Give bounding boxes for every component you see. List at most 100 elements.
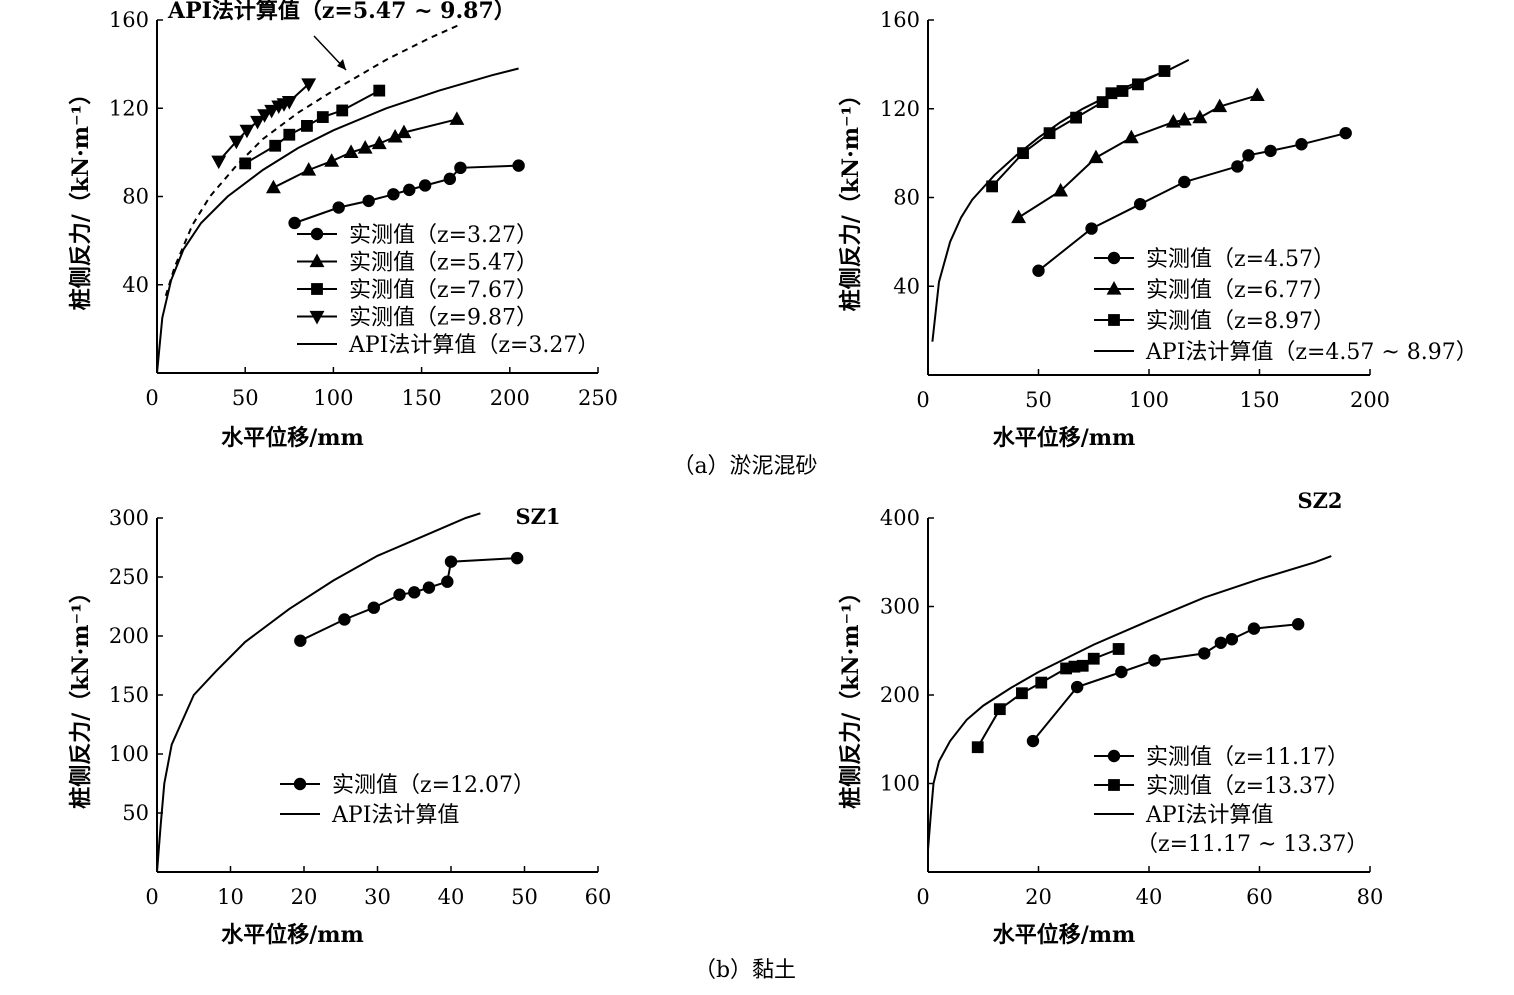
y-tick-label: 100 — [880, 772, 920, 796]
series-2 — [971, 643, 1125, 754]
series-line — [1032, 623, 1299, 742]
x-tick-label: 60 — [1246, 885, 1273, 909]
data-point — [336, 104, 349, 117]
annotation-arrowhead — [337, 59, 346, 70]
x-tick-label: 0 — [916, 388, 929, 412]
data-point — [1242, 149, 1255, 162]
legend-marker — [311, 283, 323, 295]
y-axis-label: 桩侧反力/（kN·m⁻¹） — [838, 84, 864, 312]
legend-marker — [310, 227, 324, 241]
data-point — [269, 139, 282, 152]
series-1 — [294, 551, 524, 647]
y-tick-label: 40 — [893, 274, 920, 298]
legend-label-cont: （z=11.17 ~ 13.37） — [1136, 832, 1368, 857]
y-tick-label: 160 — [880, 8, 920, 32]
legend-label: API法计算值 — [331, 803, 459, 828]
data-point — [338, 613, 351, 626]
data-point — [357, 140, 373, 154]
legend-label: 实测值（z=8.97） — [1146, 309, 1335, 334]
y-tick-label: 100 — [109, 742, 149, 766]
x-tick-label: 40 — [438, 885, 465, 909]
y-tick-label: 300 — [880, 595, 920, 619]
x-tick-label: 250 — [578, 386, 618, 410]
legend: 实测值（z=4.57） 实测值（z=6.77） 实测值（z=8.97） API法计算值… — [1094, 247, 1478, 365]
x-axis-label: 水平位移/mm — [221, 922, 364, 948]
series-2 — [1011, 87, 1265, 224]
legend-marker — [1108, 779, 1120, 791]
data-point — [343, 144, 359, 158]
legend-marker — [309, 253, 325, 268]
data-point — [1026, 734, 1040, 748]
series-2 — [265, 111, 465, 194]
data-point — [324, 153, 340, 167]
data-point — [1088, 149, 1104, 164]
chart-title: SZ2 — [1297, 488, 1342, 513]
data-point — [454, 161, 467, 175]
data-point — [239, 157, 252, 170]
y-tick-label: 150 — [109, 683, 149, 707]
data-point — [1264, 144, 1277, 158]
y-tick-label: 40 — [122, 273, 149, 297]
chart-4: 0 20 40 60 80 100 200 300 400 水平位移/mm 桩侧反力/（kN·m⁻¹… — [838, 488, 1383, 948]
y-tick-label: 200 — [880, 683, 920, 707]
legend-marker — [1106, 281, 1122, 295]
data-point — [1133, 197, 1147, 211]
data-point — [1295, 138, 1308, 151]
data-point — [283, 128, 296, 141]
data-point — [1076, 659, 1089, 672]
x-tick-label: 20 — [1025, 885, 1052, 909]
y-axis-label: 桩侧反力/（kN·m⁻¹） — [838, 581, 864, 809]
x-tick-label: 100 — [313, 386, 353, 410]
data-point — [1231, 160, 1244, 173]
y-tick-label: 120 — [880, 97, 920, 121]
legend-label: 实测值（z=7.67） — [349, 278, 538, 303]
data-point — [301, 78, 317, 92]
data-point — [373, 84, 386, 97]
data-point — [387, 188, 400, 201]
y-tick-label: 50 — [122, 801, 149, 825]
legend-marker — [293, 777, 307, 791]
data-point — [1112, 643, 1125, 655]
series-3 — [239, 84, 386, 170]
data-point — [294, 634, 307, 647]
legend-label: 实测值（z=12.07） — [332, 773, 535, 798]
data-point — [1225, 633, 1239, 646]
data-point — [1032, 264, 1045, 277]
data-point — [1035, 676, 1048, 689]
x-tick-label: 100 — [1129, 388, 1169, 412]
series-1 — [288, 159, 525, 230]
data-point — [1087, 652, 1100, 665]
x-tick-label: 80 — [1357, 885, 1384, 909]
data-point — [228, 135, 244, 150]
x-tick-label: 0 — [916, 885, 929, 909]
legend-marker — [1108, 314, 1120, 326]
y-tick-label: 250 — [109, 565, 149, 589]
data-point — [408, 586, 421, 599]
x-tick-label: 50 — [232, 386, 259, 410]
y-tick-label: 80 — [122, 185, 149, 209]
data-point — [443, 172, 457, 186]
data-point — [281, 96, 297, 110]
x-tick-label: 50 — [1025, 388, 1052, 412]
series-4 — [931, 59, 1190, 342]
series-6 — [164, 23, 461, 297]
data-point — [371, 135, 387, 150]
x-tick-label: 150 — [402, 386, 442, 410]
data-point — [1123, 129, 1139, 144]
x-tick-label: 30 — [364, 885, 391, 909]
data-point — [510, 551, 524, 565]
data-point — [332, 201, 345, 214]
series-1 — [1026, 618, 1305, 748]
x-tick-label: 60 — [585, 885, 612, 909]
data-point — [211, 155, 227, 170]
series-4 — [211, 78, 317, 170]
annotation-label: API法计算值（z=5.47 ~ 9.87） — [167, 0, 516, 24]
chart-title: SZ1 — [515, 504, 560, 529]
data-point — [362, 194, 375, 208]
legend-label: API法计算值 — [1145, 803, 1273, 828]
data-point — [301, 120, 313, 132]
data-point — [301, 162, 317, 176]
x-tick-label: 10 — [217, 885, 244, 909]
data-point — [239, 124, 255, 139]
